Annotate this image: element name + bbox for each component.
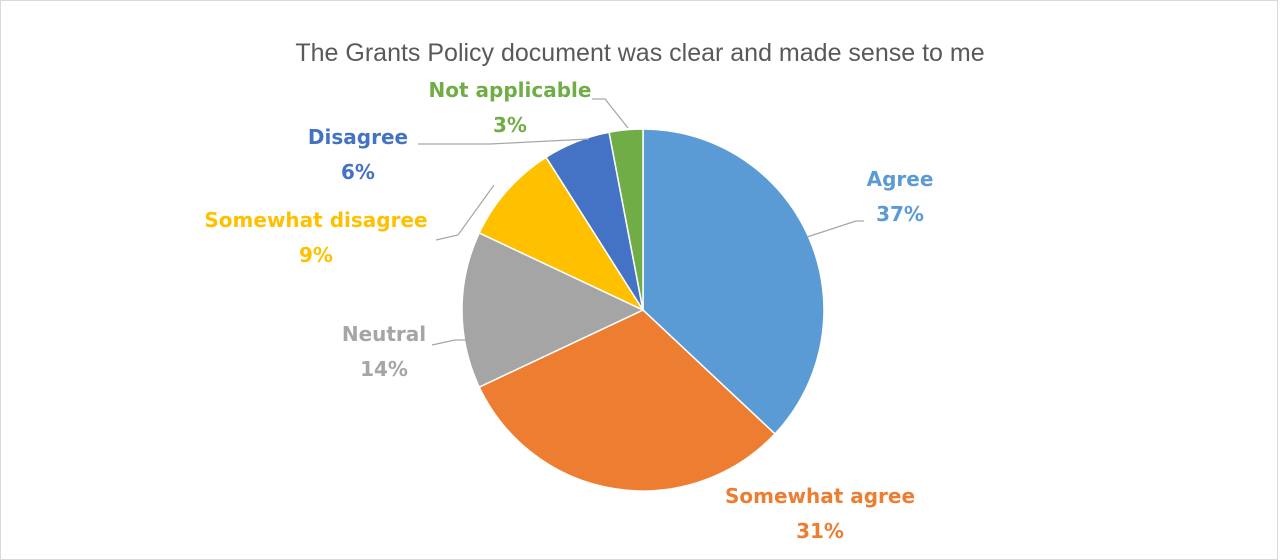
leader-line-somewhat-disagree xyxy=(435,184,495,241)
slice-percent-somewhat-disagree: 9% xyxy=(299,243,333,267)
leader-lines xyxy=(418,98,864,346)
slice-label-somewhat-disagree: Somewhat disagree xyxy=(204,208,427,232)
pie-slice-agree xyxy=(642,128,825,435)
slice-percent-neutral: 14% xyxy=(360,357,408,381)
leader-line-disagree xyxy=(418,138,590,145)
pie-slice-not-applicable xyxy=(608,128,644,311)
pie-slice-neutral xyxy=(461,232,644,388)
slice-percent-somewhat-agree: 31% xyxy=(796,519,844,543)
slice-labels: Agree 37% Somewhat agree 31% Neutral 14% Somew… xyxy=(204,78,933,543)
leader-line-neutral xyxy=(431,339,480,346)
pie-slices xyxy=(461,128,825,492)
chart-title: The Grants Policy document was clear and… xyxy=(295,39,985,67)
slice-label-neutral: Neutral xyxy=(342,322,426,346)
pie-slice-somewhat-disagree xyxy=(478,156,644,311)
slice-label-not-applicable: Not applicable xyxy=(429,78,592,102)
leader-line-agree xyxy=(806,220,864,238)
leader-line-not-applicable xyxy=(592,98,629,129)
slice-percent-not-applicable: 3% xyxy=(493,113,527,137)
pie-slice-somewhat-agree xyxy=(478,309,776,492)
slice-label-agree: Agree xyxy=(867,167,934,191)
pie-chart: Agree 37% Somewhat agree 31% Neutral 14% Somew… xyxy=(204,78,933,543)
slice-percent-disagree: 6% xyxy=(341,160,375,184)
slice-label-somewhat-agree: Somewhat agree xyxy=(725,484,915,508)
slice-percent-agree: 37% xyxy=(876,202,924,226)
slice-label-disagree: Disagree xyxy=(308,125,408,149)
